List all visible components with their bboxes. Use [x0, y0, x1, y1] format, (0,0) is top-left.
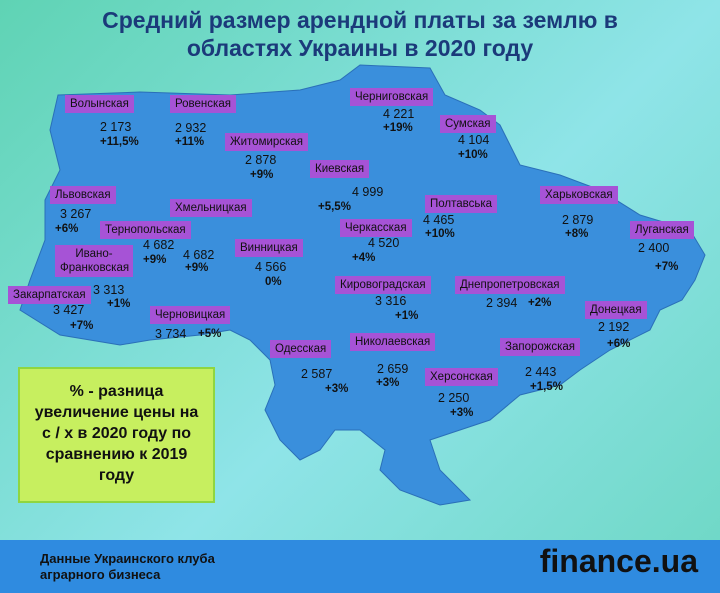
region-change: +19%: [383, 122, 413, 134]
region-price: 4 221: [383, 107, 415, 121]
region-change: +7%: [70, 320, 94, 332]
region-label: Тернопольская: [100, 221, 191, 239]
region-label: Черниговская: [350, 88, 434, 106]
region-label: Днепропетровская: [455, 276, 565, 294]
source-line: аграрного бизнеса: [40, 567, 161, 582]
footer: [0, 540, 720, 593]
region-price: 2 878: [245, 153, 277, 167]
region-label: Полтавська: [425, 195, 498, 213]
region-change: +7%: [655, 261, 679, 273]
region-price: 3 267: [60, 207, 92, 221]
region-price: 4 465: [423, 213, 455, 227]
region-label: Ровенская: [170, 95, 236, 113]
region-change: +1%: [107, 298, 131, 310]
region-price: 2 932: [175, 121, 207, 135]
region-change: +9%: [143, 254, 167, 266]
region-label: Хмельницкая: [170, 199, 252, 217]
region-price: 2 173: [100, 120, 132, 134]
region-price: 4 999: [352, 185, 384, 199]
region-change: +3%: [325, 383, 349, 395]
region-price: 4 682: [183, 248, 215, 262]
region-label: Житомирская: [225, 133, 308, 151]
region-label: Киевская: [310, 160, 370, 178]
title-line: Средний размер арендной платы за землю в: [102, 7, 618, 33]
region-label: Черновицкая: [150, 306, 231, 324]
title-line: областях Украины в 2020 году: [186, 35, 534, 61]
region-change: +9%: [250, 169, 274, 181]
region-label: Луганская: [630, 221, 694, 239]
region-price: 3 316: [375, 294, 407, 308]
region-change: +4%: [352, 252, 376, 264]
note-line: увеличение цены на: [34, 404, 199, 421]
region-label: Херсонская: [425, 368, 498, 386]
region-price: 3 313: [93, 283, 125, 297]
region-price: 2 192: [598, 320, 630, 334]
region-change: +3%: [450, 407, 474, 419]
region-label: Харьковская: [540, 186, 618, 204]
region-label: Винницкая: [235, 239, 303, 257]
region-price: 4 566: [255, 260, 287, 274]
region-label: Закарпатская: [8, 286, 91, 304]
region-label: Донецкая: [585, 301, 647, 319]
region-price: 4 104: [458, 133, 490, 147]
region-price: 2 443: [525, 365, 557, 379]
region-price: 3 734: [155, 327, 187, 341]
note-line: % - разница: [69, 383, 164, 400]
note-line: году: [98, 467, 135, 484]
source: Данные Украинского клуба аграрного бизне…: [40, 551, 215, 583]
region-change: +6%: [55, 223, 79, 235]
region-price: 2 879: [562, 213, 594, 227]
region-change: +11,5%: [100, 136, 139, 148]
region-price: 3 427: [53, 303, 85, 317]
region-label: Ивано-Франковская: [55, 245, 133, 277]
region-change: +11%: [175, 136, 205, 148]
region-change: +5,5%: [318, 201, 351, 213]
region-price: 2 400: [638, 241, 670, 255]
region-price: 2 250: [438, 391, 470, 405]
note-line: с / х в 2020 году по: [41, 425, 192, 442]
logo[interactable]: finance.ua: [539, 543, 698, 579]
region-change: +3%: [376, 377, 400, 389]
region-change: +10%: [458, 149, 488, 161]
region-price: 2 394: [486, 296, 518, 310]
note-line: сравнению к 2019: [45, 446, 188, 463]
source-line: Данные Украинского клуба: [40, 551, 215, 566]
region-change: +2%: [528, 297, 552, 309]
region-price: 2 587: [301, 367, 333, 381]
region-label: Николаевская: [350, 333, 436, 351]
region-label: Одесская: [270, 340, 332, 358]
note: % - разница увеличение цены на с / х в 2…: [18, 367, 215, 503]
region-change: +6%: [607, 338, 631, 350]
region-label: Сумская: [440, 115, 496, 133]
region-change: 0%: [265, 276, 282, 288]
region-change: +10%: [425, 228, 455, 240]
region-label: Запорожская: [500, 338, 580, 356]
region-label: Кировоградская: [335, 276, 431, 294]
region-label: Львовская: [50, 186, 116, 204]
region-change: +1,5%: [530, 381, 563, 393]
region-price: 2 659: [377, 362, 409, 376]
region-change: +1%: [395, 310, 419, 322]
region-price: 4 682: [143, 238, 175, 252]
region-change: +5%: [198, 328, 222, 340]
region-label: Волынская: [65, 95, 134, 113]
region-label: Черкасская: [340, 219, 412, 237]
region-price: 4 520: [368, 236, 400, 250]
title: Средний размер арендной платы за землю в…: [0, 6, 720, 62]
region-change: +9%: [185, 262, 209, 274]
region-change: +8%: [565, 228, 589, 240]
